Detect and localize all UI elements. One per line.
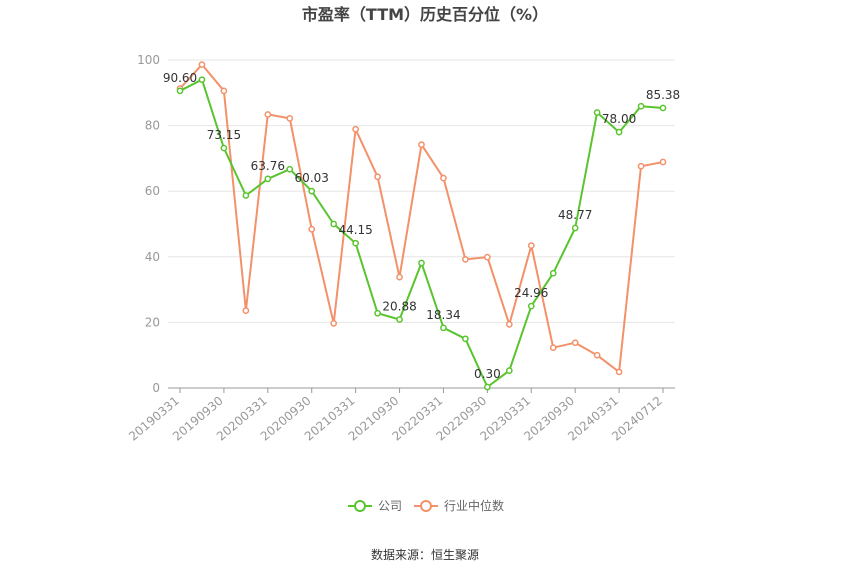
legend: 公司 行业中位数	[348, 498, 504, 513]
data-point	[264, 111, 272, 118]
data-point	[264, 175, 272, 183]
data-label: 73.15	[207, 128, 241, 142]
data-label: 48.77	[558, 208, 592, 222]
data-point	[549, 269, 557, 277]
data-point	[308, 187, 316, 195]
data-point	[418, 141, 425, 148]
data-labels: 90.60 73.15 63.76 60.03 44.15 20.88 18.34 0.30 2…	[163, 71, 680, 381]
y-tick-label: 100	[137, 53, 160, 67]
data-label: 78.00	[602, 112, 636, 126]
data-point	[352, 239, 359, 247]
legend-marker	[420, 500, 432, 512]
data-point	[484, 383, 491, 391]
y-tick-label: 80	[145, 119, 160, 133]
data-point	[637, 162, 645, 170]
data-point	[374, 173, 381, 181]
data-label: 90.60	[163, 71, 197, 85]
data-point	[637, 102, 645, 110]
data-point	[484, 253, 491, 261]
data-point	[593, 109, 601, 116]
data-point	[615, 368, 623, 376]
legend-item-1: 行业中位数	[414, 498, 504, 513]
legend-label: 公司	[378, 499, 402, 513]
data-label: 20.88	[382, 300, 416, 314]
data-point	[571, 224, 579, 232]
series-layer	[176, 61, 667, 391]
data-point	[593, 351, 601, 359]
data-point	[462, 256, 469, 263]
data-point	[571, 339, 579, 347]
data-point	[286, 115, 294, 122]
data-label: 44.15	[338, 223, 372, 237]
data-point	[396, 273, 403, 281]
data-point	[330, 220, 338, 228]
data-point	[198, 61, 206, 68]
series-0	[176, 76, 667, 391]
data-point	[220, 144, 228, 152]
data-point	[527, 302, 535, 310]
data-label: 60.03	[295, 171, 329, 185]
data-point	[242, 192, 250, 199]
y-tick-label: 60	[145, 184, 160, 198]
data-point	[659, 158, 667, 166]
data-point	[505, 367, 513, 374]
legend-item-0: 公司	[348, 499, 402, 513]
data-point	[659, 104, 667, 112]
data-point	[527, 242, 535, 249]
data-point	[176, 87, 184, 95]
data-point	[396, 316, 403, 323]
data-point	[462, 335, 469, 343]
data-point	[242, 307, 250, 314]
data-label: 18.34	[426, 308, 460, 322]
data-point	[615, 128, 623, 136]
chart-title: 市盈率（TTM）历史百分位（%）	[302, 5, 548, 24]
data-point	[440, 324, 447, 332]
data-label: 63.76	[251, 159, 285, 173]
y-tick-label: 20	[145, 315, 160, 329]
y-tick-label: 0	[152, 381, 160, 395]
data-point	[505, 321, 513, 328]
data-point	[286, 165, 294, 173]
y-axis: 0 20 40 60 80 100	[137, 53, 160, 395]
data-point	[352, 125, 359, 133]
data-label: 85.38	[646, 88, 680, 102]
data-point	[198, 76, 206, 84]
data-point	[549, 344, 557, 352]
legend-marker	[354, 500, 366, 512]
data-point	[440, 174, 447, 182]
data-point	[308, 225, 316, 233]
x-axis: 2019033120190930202003312020093020210331…	[126, 387, 675, 444]
data-point	[418, 259, 425, 267]
data-label: 0.30	[474, 367, 501, 381]
data-point	[374, 309, 381, 317]
y-tick-label: 40	[145, 250, 160, 264]
legend-label: 行业中位数	[444, 498, 504, 513]
source-note: 数据来源：恒生聚源	[371, 547, 479, 562]
data-point	[220, 87, 228, 95]
series-1	[176, 61, 667, 376]
data-point	[330, 320, 338, 327]
data-label: 24.96	[514, 286, 548, 300]
